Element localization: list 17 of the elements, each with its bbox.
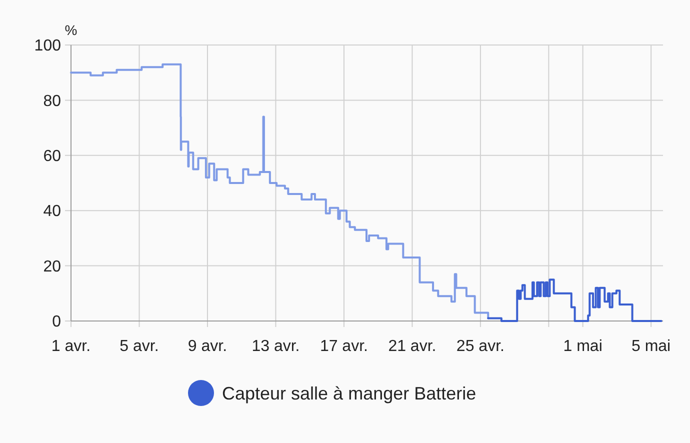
x-tick-label: 21 avr. <box>388 338 436 355</box>
x-tick-label: 5 avr. <box>120 338 159 355</box>
x-tick-label: 1 avr. <box>51 338 91 355</box>
y-tick-label: 100 <box>34 38 62 55</box>
x-tick-label: 25 avr. <box>456 338 504 355</box>
y-tick-label: 0 <box>52 314 62 331</box>
x-tick-label: 13 avr. <box>252 338 300 355</box>
legend-label: Capteur salle à manger Batterie <box>222 383 476 404</box>
x-tick-label: 5 mai <box>631 338 671 355</box>
x-tick-label: 17 avr. <box>320 338 368 355</box>
y-axis-title: % <box>64 22 78 38</box>
y-tick-label: 60 <box>43 148 62 165</box>
x-tick-label: 9 avr. <box>188 338 228 355</box>
y-tick-label: 20 <box>43 258 62 276</box>
x-tick-label: 1 mai <box>563 338 602 355</box>
y-tick-label: 80 <box>43 92 62 110</box>
y-tick-label: 40 <box>43 203 62 220</box>
